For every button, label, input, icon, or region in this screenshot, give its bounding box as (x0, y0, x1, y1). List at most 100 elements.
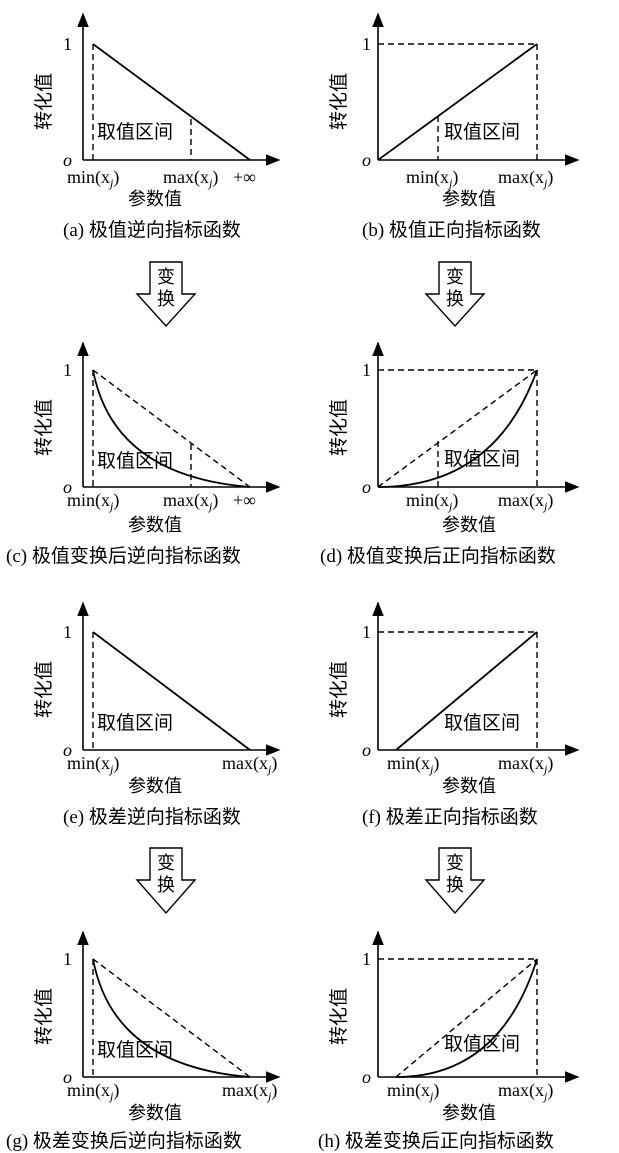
y-axis-label: 转化值 (33, 988, 55, 1045)
panel-h: 1 o 转化值 取值区间 min(xj) max(xj) 参数值 (h) 极差变… (318, 930, 580, 1152)
x-axis-label: 参数值 (128, 515, 182, 535)
svg-text:换: 换 (446, 289, 464, 309)
range-label: 取值区间 (97, 121, 173, 143)
reference-line (377, 369, 538, 488)
panel-e: 1 o 转化值 取值区间 min(xj) max(xj) 参数值 (e) 极差逆… (33, 601, 281, 828)
max-label: max(xj) (163, 167, 218, 190)
svg-text:min(xj): min(xj) (67, 1080, 119, 1103)
y-axis-label: 转化值 (33, 399, 55, 456)
x-axis-label: 参数值 (442, 189, 496, 209)
y-axis-label: 转化值 (33, 73, 55, 130)
svg-text:min(xj): min(xj) (67, 490, 119, 513)
svg-text:min(xj): min(xj) (387, 753, 439, 776)
svg-text:换: 换 (157, 875, 175, 895)
min-label: min(xj) (387, 753, 439, 776)
svg-text:变: 变 (157, 267, 175, 287)
max-label: max(xj) (498, 490, 553, 513)
caption: (a) 极值逆向指标函数 (63, 219, 241, 241)
range-label: 取值区间 (444, 121, 520, 143)
transform-arrow-left-1: 变 换 (135, 261, 197, 328)
origin-label: o (362, 477, 371, 497)
tick-one: 1 (362, 34, 371, 54)
y-axis-label: 转化值 (33, 661, 55, 718)
tick-one: 1 (63, 34, 72, 54)
function-curve (92, 369, 251, 488)
range-label: 取值区间 (444, 712, 520, 734)
tick-one: 1 (362, 949, 371, 969)
svg-text:min(xj): min(xj) (67, 167, 119, 190)
svg-text:变: 变 (446, 853, 464, 873)
svg-text:换: 换 (446, 875, 464, 895)
tick-one: 1 (63, 360, 72, 380)
x-axis-label: 参数值 (128, 189, 182, 209)
svg-text:min(xj): min(xj) (387, 1080, 439, 1103)
x-axis-label: 参数值 (442, 515, 496, 535)
min-label: min(xj) (406, 490, 458, 513)
svg-text:max(xj): max(xj) (222, 753, 277, 776)
svg-text:min(xj): min(xj) (406, 490, 458, 513)
svg-text:max(xj): max(xj) (498, 1080, 553, 1103)
range-label: 取值区间 (97, 450, 173, 472)
svg-text:max(xj): max(xj) (498, 167, 553, 190)
y-axis-label: 转化值 (328, 988, 350, 1045)
max-label: max(xj) (498, 167, 553, 190)
tick-one: 1 (362, 360, 371, 380)
panel-a: 1 o 转化值 取值区间 min(xj) max(xj) +∞ 参数值 (a) … (33, 12, 281, 241)
plus-infinity-label: +∞ (233, 490, 256, 510)
max-label: max(xj) (222, 1080, 277, 1103)
min-label: min(xj) (67, 753, 119, 776)
caption: (f) 极差正向指标函数 (362, 806, 538, 828)
reference-line (92, 369, 251, 488)
tick-one: 1 (362, 622, 371, 642)
svg-text:min(xj): min(xj) (67, 753, 119, 776)
range-label: 取值区间 (444, 1033, 520, 1055)
caption: (b) 极值正向指标函数 (362, 219, 541, 241)
min-label: min(xj) (67, 1080, 119, 1103)
x-axis-label: 参数值 (128, 776, 182, 796)
x-axis-label: 参数值 (442, 1103, 496, 1123)
svg-text:max(xj): max(xj) (498, 490, 553, 513)
svg-text:变: 变 (157, 853, 175, 873)
origin-label: o (362, 1067, 371, 1087)
max-label: max(xj) (222, 753, 277, 776)
plus-infinity-label: +∞ (233, 167, 256, 187)
svg-text:max(xj): max(xj) (498, 753, 553, 776)
panel-d: 1 o 转化值 取值区间 min(xj) max(xj) 参数值 (d) 极值变… (320, 341, 580, 567)
origin-label: o (63, 150, 72, 170)
min-label: min(xj) (67, 490, 119, 513)
svg-text:min(xj): min(xj) (406, 167, 458, 190)
caption: (e) 极差逆向指标函数 (63, 806, 241, 828)
panel-f: 1 o 转化值 取值区间 min(xj) max(xj) 参数值 (f) 极差正… (328, 601, 580, 828)
range-label: 取值区间 (444, 448, 520, 470)
function-curve (395, 958, 538, 1078)
transform-arrow-left-2: 变 换 (135, 847, 197, 915)
function-curve (92, 958, 251, 1078)
origin-label: o (63, 740, 72, 760)
panel-b: 1 o 转化值 取值区间 min(xj) max(xj) 参数值 (b) 极值正… (328, 12, 580, 241)
svg-text:max(xj): max(xj) (163, 167, 218, 190)
function-line (377, 43, 538, 161)
caption: (c) 极值变换后逆向指标函数 (6, 545, 241, 567)
y-axis-label: 转化值 (328, 661, 350, 718)
transform-arrow-right-2: 变 换 (424, 847, 486, 915)
max-label: max(xj) (498, 1080, 553, 1103)
panel-g: 1 o 转化值 取值区间 min(xj) max(xj) 参数值 (g) 极差变… (6, 930, 281, 1152)
x-axis-label: 参数值 (128, 1103, 182, 1123)
reference-line (395, 958, 538, 1078)
reference-line (92, 958, 251, 1078)
panel-c: 1 o 转化值 取值区间 min(xj) max(xj) +∞ 参数值 (c) … (6, 341, 281, 567)
max-label: max(xj) (498, 753, 553, 776)
tick-one: 1 (63, 949, 72, 969)
svg-text:变: 变 (446, 267, 464, 287)
x-axis-label: 参数值 (442, 776, 496, 796)
function-curve (377, 369, 538, 488)
y-axis-label: 转化值 (328, 399, 350, 456)
caption: (d) 极值变换后正向指标函数 (320, 545, 556, 567)
function-line (92, 631, 251, 751)
range-label: 取值区间 (97, 1039, 173, 1061)
y-axis-label: 转化值 (328, 73, 350, 130)
function-line (92, 43, 251, 161)
origin-label: o (362, 150, 371, 170)
range-label: 取值区间 (97, 712, 173, 734)
